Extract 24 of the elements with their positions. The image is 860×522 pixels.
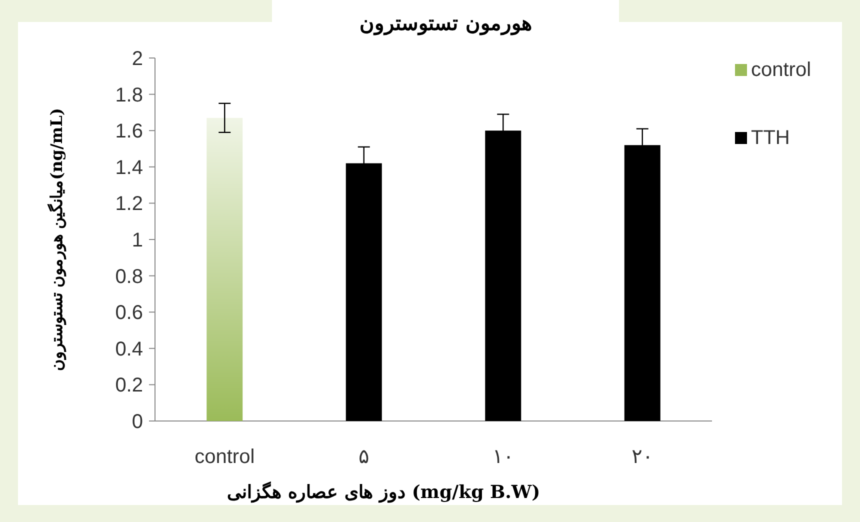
x-tick-label: ۱۰ xyxy=(492,446,514,468)
y-tick-label: 1 xyxy=(132,230,143,252)
x-tick-label: ۲۰ xyxy=(632,446,654,468)
y-tick-label: 2 xyxy=(132,48,143,70)
y-tick-label: 1.2 xyxy=(115,193,143,216)
y-tick-label: 1.4 xyxy=(115,156,143,179)
bar xyxy=(206,118,243,421)
y-tick-label: 0.4 xyxy=(115,338,143,360)
bar xyxy=(624,145,660,421)
y-tick-label: 0.6 xyxy=(115,302,143,324)
y-tick-label: 0.8 xyxy=(115,266,143,288)
y-tick-label: 0 xyxy=(132,411,143,433)
y-tick-label: 1.8 xyxy=(115,84,143,106)
chart-title: هورمون تستوسترون xyxy=(360,11,532,36)
bar xyxy=(485,130,522,421)
legend-label: control xyxy=(751,59,812,81)
x-tick-label: control xyxy=(194,446,255,468)
y-axis-title: میانگین هورمون تستوسترون(ng/mL) xyxy=(47,108,67,372)
x-tick-label: ۵ xyxy=(358,446,370,468)
y-tick-label: 0.2 xyxy=(115,374,143,397)
x-axis-title: دوز های عصاره هگزانی (mg/kg B.W) xyxy=(226,481,540,503)
legend-label: TTH xyxy=(751,127,790,149)
bar xyxy=(346,163,382,421)
y-tick-label: 1.6 xyxy=(115,120,143,143)
